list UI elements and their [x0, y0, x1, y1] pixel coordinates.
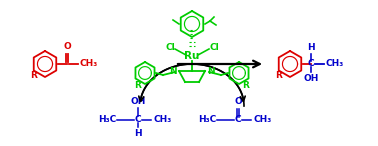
Text: Cl: Cl [165, 44, 175, 53]
Text: CH₃: CH₃ [80, 60, 98, 68]
Text: R: R [243, 80, 249, 89]
Text: Cl: Cl [209, 44, 219, 53]
Text: O: O [63, 42, 71, 51]
Text: H: H [134, 129, 142, 138]
Text: C: C [135, 115, 141, 125]
Text: Ru: Ru [184, 51, 200, 61]
Text: H: H [307, 43, 315, 52]
Text: H₃C: H₃C [198, 115, 216, 125]
Text: OH: OH [303, 74, 319, 83]
Text: CH₃: CH₃ [326, 60, 344, 68]
Text: R: R [135, 80, 141, 89]
Text: H₃C: H₃C [98, 115, 116, 125]
Text: R: R [275, 71, 282, 80]
Text: CH₃: CH₃ [153, 115, 171, 125]
Text: C: C [308, 60, 314, 68]
Text: C: C [235, 115, 241, 125]
Text: R: R [30, 71, 37, 80]
Text: O: O [234, 97, 242, 106]
Text: N: N [207, 67, 215, 77]
Text: CH₃: CH₃ [253, 115, 271, 125]
Text: OH: OH [130, 97, 146, 106]
Text: N: N [169, 67, 177, 77]
